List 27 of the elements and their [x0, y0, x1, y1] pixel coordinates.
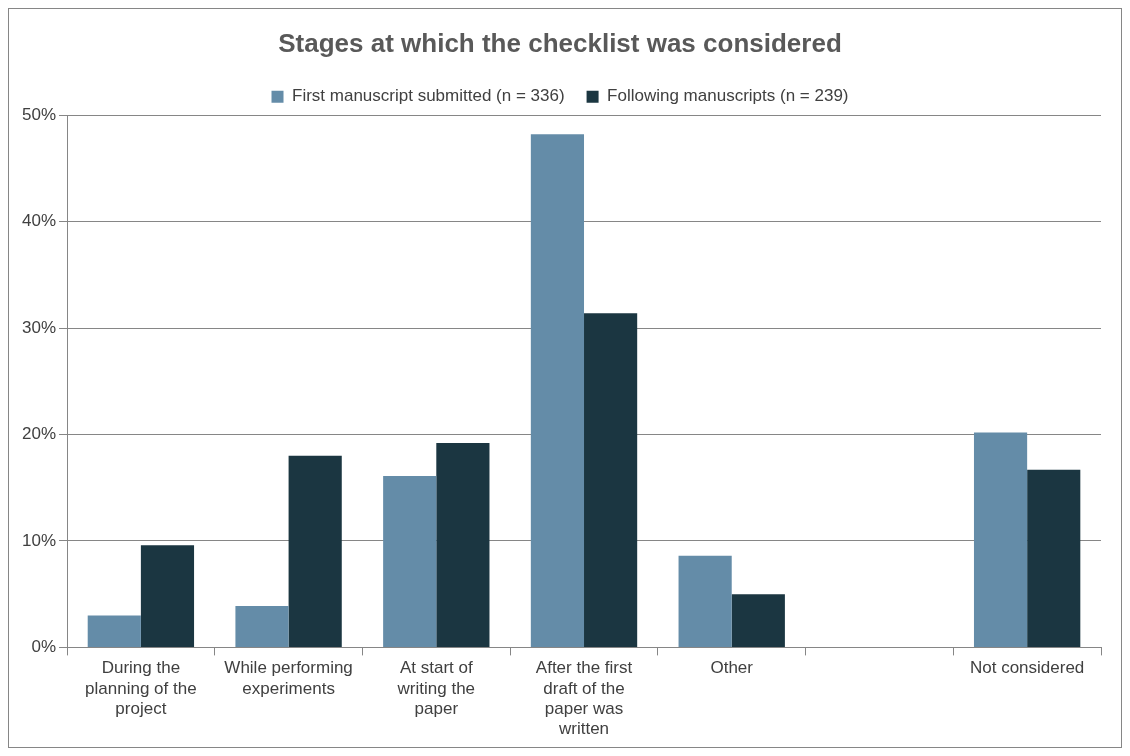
legend-label: Following manuscripts (n = 239): [607, 86, 849, 106]
x-tick-label: Not considered: [969, 658, 1085, 678]
x-tick-label: During the planning of the project: [85, 658, 197, 719]
y-tick-label: 50%: [21, 104, 57, 124]
bar: [973, 432, 1028, 647]
bar: [140, 545, 195, 647]
bar: [235, 605, 289, 647]
bar: [87, 615, 141, 647]
x-tick-label: While performing experiments: [224, 658, 353, 698]
bar: [288, 455, 342, 647]
y-tick-label: 20%: [21, 424, 57, 444]
x-tick-label: At start of writing the paper: [396, 658, 476, 719]
x-tick-label: Other: [710, 658, 754, 678]
bar: [731, 594, 785, 647]
chart-title: Stages at which the checklist was considered: [278, 27, 842, 58]
y-tick-label: 10%: [21, 530, 57, 550]
y-tick-label: 40%: [21, 211, 57, 231]
bar: [584, 313, 638, 647]
bar: [678, 555, 732, 647]
x-tick-label: After the first draft of the paper was written: [535, 658, 633, 739]
bar: [530, 134, 585, 647]
bar: [436, 443, 490, 647]
y-tick-label: 0%: [31, 637, 57, 657]
legend-label: First manuscript submitted (n = 336): [292, 86, 565, 106]
y-tick-label: 30%: [21, 317, 57, 337]
bar: [383, 476, 437, 647]
bar: [1027, 469, 1081, 647]
